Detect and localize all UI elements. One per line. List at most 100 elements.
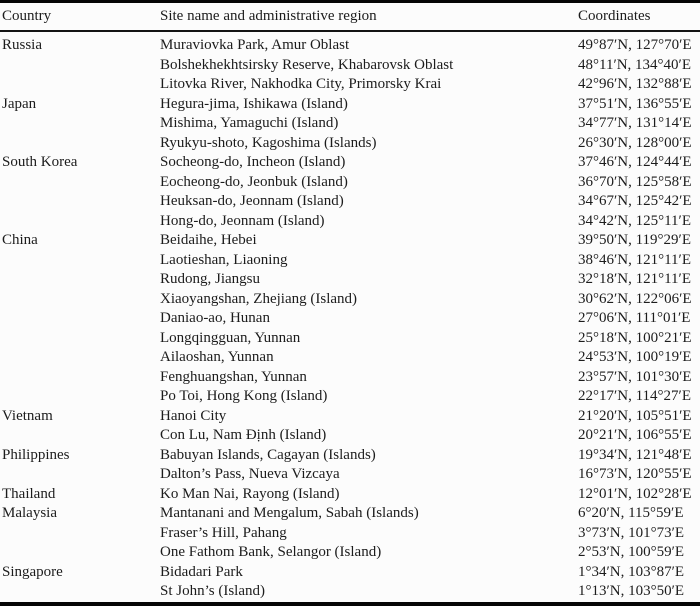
site-cell: Bolshekhekhtsirsky Reserve, Khabarovsk O…	[160, 56, 454, 73]
country-cell	[2, 192, 160, 212]
coordinates-cell: 37°51′N, 136°55′E	[578, 95, 692, 112]
site-cell: Eocheong-do, Jeonbuk (Island)	[160, 173, 348, 190]
coordinates-cell: 39°50′N, 119°29′E	[578, 232, 691, 248]
table-row: Bolshekhekhtsirsky Reserve, Khabarovsk O…	[0, 56, 700, 76]
coordinates-cell: 30°62′N, 122°06′E	[578, 290, 692, 307]
table-row: Dalton’s Pass, Nueva Vizcaya 16°73′N, 12…	[0, 465, 700, 485]
country-cell	[2, 114, 160, 134]
site-cell: Beidaihe, Hebei	[160, 232, 257, 248]
table-row: Con Lu, Nam Định (Island) 20°21′N, 106°5…	[0, 426, 700, 446]
site-cell: Ryukyu-shoto, Kagoshima (Islands)	[160, 134, 377, 151]
coordinates-cell: 19°34′N, 121°48′E	[578, 446, 692, 463]
table-row: Eocheong-do, Jeonbuk (Island) 36°70′N, 1…	[0, 173, 700, 193]
header-country: Country	[2, 8, 52, 24]
coordinates-cell: 20°21′N, 106°55′E	[578, 427, 692, 443]
site-cell: Litovka River, Nakhodka City, Primorsky …	[160, 76, 442, 92]
coordinates-cell: 3°73′N, 101°73′E	[578, 524, 685, 541]
table-row: Laotieshan, Liaoning 38°46′N, 121°11′E	[0, 251, 700, 271]
country-cell: China	[2, 232, 38, 248]
country-cell	[2, 426, 160, 446]
site-cell: Mantanani and Mengalum, Sabah (Islands)	[160, 505, 419, 521]
table-body: Russia Muraviovka Park, Amur Oblast 49°8…	[0, 32, 700, 602]
site-cell: Ko Man Nai, Rayong (Island)	[160, 485, 340, 502]
header-coordinates: Coordinates	[578, 8, 651, 24]
country-cell	[2, 524, 160, 544]
header-site-name: Site name and administrative region	[160, 8, 377, 24]
country-cell	[2, 543, 160, 563]
table-row: Heuksan-do, Jeonnam (Island) 34°67′N, 12…	[0, 192, 700, 212]
table-row: Po Toi, Hong Kong (Island) 22°17′N, 114°…	[0, 387, 700, 407]
coordinates-cell: 32°18′N, 121°11′E	[578, 271, 691, 287]
country-cell	[2, 329, 160, 349]
site-cell: Xiaoyangshan, Zhejiang (Island)	[160, 290, 358, 307]
coordinates-cell: 27°06′N, 111°01′E	[578, 310, 691, 326]
coordinates-cell: 49°87′N, 127°70′E	[578, 37, 692, 53]
country-cell: Japan	[2, 95, 37, 112]
site-cell: Heuksan-do, Jeonnam (Island)	[160, 193, 344, 209]
site-cell: Dalton’s Pass, Nueva Vizcaya	[160, 466, 340, 482]
coordinates-cell: 38°46′N, 121°11′E	[578, 251, 691, 268]
coordinates-cell: 6°20′N, 115°59′E	[578, 505, 684, 521]
coordinates-cell: 16°73′N, 120°55′E	[578, 466, 692, 482]
site-cell: Bidadari Park	[160, 563, 243, 580]
table-row: Thailand Ko Man Nai, Rayong (Island) 12°…	[0, 485, 700, 505]
site-cell: Ailaoshan, Yunnan	[160, 349, 274, 365]
table-row: Fenghuangshan, Yunnan 23°57′N, 101°30′E	[0, 368, 700, 388]
site-cell: Hegura-jima, Ishikawa (Island)	[160, 95, 348, 112]
country-cell	[2, 173, 160, 193]
site-cell: Fenghuangshan, Yunnan	[160, 368, 307, 385]
site-cell: Fraser’s Hill, Pahang	[160, 524, 287, 541]
site-cell: Con Lu, Nam Định (Island)	[160, 427, 327, 443]
table-row: Philippines Babuyan Islands, Cagayan (Is…	[0, 446, 700, 466]
country-cell	[2, 212, 160, 232]
coordinates-cell: 22°17′N, 114°27′E	[578, 388, 691, 404]
coordinates-cell: 34°77′N, 131°14′E	[578, 115, 692, 131]
table-row: Daniao-ao, Hunan 27°06′N, 111°01′E	[0, 309, 700, 329]
table-row: Fraser’s Hill, Pahang 3°73′N, 101°73′E	[0, 524, 700, 544]
table-row: Litovka River, Nakhodka City, Primorsky …	[0, 75, 700, 95]
country-cell	[2, 251, 160, 271]
coordinates-cell: 12°01′N, 102°28′E	[578, 485, 692, 502]
coordinates-cell: 1°34′N, 103°87′E	[578, 563, 685, 580]
site-cell: Hong-do, Jeonnam (Island)	[160, 212, 325, 229]
country-cell	[2, 309, 160, 329]
table-row: Singapore Bidadari Park 1°34′N, 103°87′E	[0, 563, 700, 583]
table-row: Ailaoshan, Yunnan 24°53′N, 100°19′E	[0, 348, 700, 368]
site-cell: Socheong-do, Incheon (Island)	[160, 154, 346, 170]
table-row: Hong-do, Jeonnam (Island) 34°42′N, 125°1…	[0, 212, 700, 232]
country-cell: Vietnam	[2, 407, 53, 424]
coordinates-cell: 37°46′N, 124°44′E	[578, 154, 692, 170]
site-cell: One Fathom Bank, Selangor (Island)	[160, 544, 382, 560]
table-row: Vietnam Hanoi City 21°20′N, 105°51′E	[0, 407, 700, 427]
table-row: South Korea Socheong-do, Incheon (Island…	[0, 153, 700, 173]
site-cell: Rudong, Jiangsu	[160, 271, 261, 287]
site-cell: Po Toi, Hong Kong (Island)	[160, 388, 328, 404]
site-cell: St John’s (Island)	[160, 583, 265, 599]
table-row: Japan Hegura-jima, Ishikawa (Island) 37°…	[0, 95, 700, 115]
site-cell: Longqingguan, Yunnan	[160, 329, 301, 346]
table-row: Russia Muraviovka Park, Amur Oblast 49°8…	[0, 36, 700, 56]
country-cell: Russia	[2, 37, 43, 53]
coordinates-cell: 1°13′N, 103°50′E	[578, 583, 685, 599]
coordinates-cell: 24°53′N, 100°19′E	[578, 349, 692, 365]
site-cell: Mishima, Yamaguchi (Island)	[160, 115, 339, 131]
coordinates-cell: 42°96′N, 132°88′E	[578, 76, 692, 92]
country-cell	[2, 348, 160, 368]
coordinates-cell: 2°53′N, 100°59′E	[578, 544, 685, 560]
table-row: Longqingguan, Yunnan 25°18′N, 100°21′E	[0, 329, 700, 349]
coordinates-cell: 36°70′N, 125°58′E	[578, 173, 692, 190]
country-cell: Thailand	[2, 485, 56, 502]
table-row: Mishima, Yamaguchi (Island) 34°77′N, 131…	[0, 114, 700, 134]
coordinates-cell: 25°18′N, 100°21′E	[578, 329, 692, 346]
country-cell	[2, 270, 160, 290]
country-cell: Singapore	[2, 563, 63, 580]
country-cell: Malaysia	[2, 505, 57, 521]
country-cell	[2, 387, 160, 407]
country-cell: Philippines	[2, 446, 70, 463]
table-row: Malaysia Mantanani and Mengalum, Sabah (…	[0, 504, 700, 524]
country-cell	[2, 290, 160, 310]
table-row: Xiaoyangshan, Zhejiang (Island) 30°62′N,…	[0, 290, 700, 310]
country-cell	[2, 56, 160, 76]
